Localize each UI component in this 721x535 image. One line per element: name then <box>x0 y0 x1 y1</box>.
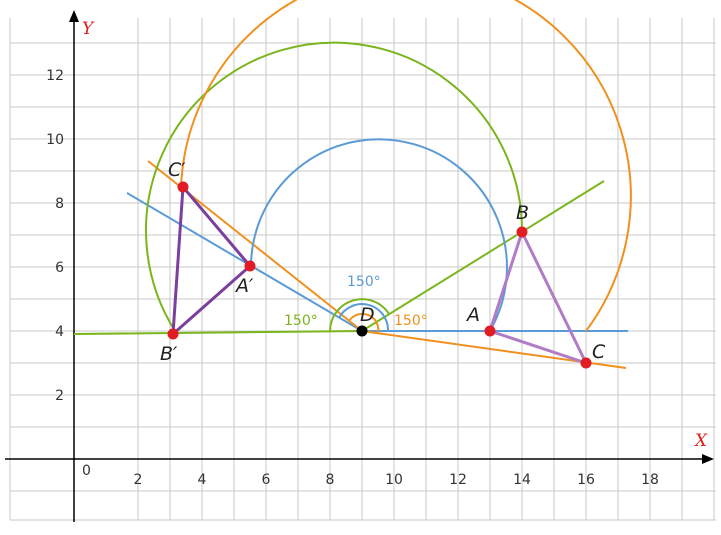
label-D: D <box>360 304 375 326</box>
label-C: C <box>592 341 606 363</box>
label-A-prime: A′ <box>234 275 254 297</box>
x-tick-label: 18 <box>641 472 659 488</box>
x-tick-label: 8 <box>326 472 335 488</box>
points <box>167 181 592 369</box>
y-axis-label: Y <box>82 19 95 39</box>
x-axis-label: X <box>693 431 708 451</box>
triangle-A-prime-B-prime-C-prime <box>171 185 252 336</box>
arc-C-to-C-prime <box>180 0 632 332</box>
y-tick-label: 4 <box>55 324 64 340</box>
arc-B-to-B-prime <box>145 41 524 332</box>
ray-DB <box>361 180 605 332</box>
y-tick-label: 8 <box>55 196 64 212</box>
point-A <box>484 325 496 337</box>
point-labels: A B C D A′ B′ C′ <box>160 159 606 365</box>
label-B-prime: B′ <box>160 343 178 365</box>
origin-label: 0 <box>82 463 91 479</box>
angle-marks <box>329 298 390 334</box>
label-C-prime: C′ <box>168 159 186 181</box>
y-tick-label: 10 <box>46 132 64 148</box>
angle-label-blue: 150° <box>347 274 381 290</box>
tick-labels: 0 2 4 6 8 10 12 14 16 18 2 4 6 8 10 12 X… <box>46 19 708 488</box>
x-tick-label: 2 <box>134 472 143 488</box>
angle-mark-green <box>329 298 390 332</box>
x-tick-label: 10 <box>385 472 403 488</box>
ray-DA-prime <box>126 192 363 332</box>
ray-DB-prime <box>73 330 363 335</box>
angle-label-green: 150° <box>284 313 318 329</box>
point-A-prime <box>244 260 256 272</box>
y-tick-label: 12 <box>46 68 64 84</box>
triangle-ABC <box>488 230 588 365</box>
arc-A-to-A-prime <box>250 138 508 332</box>
x-tick-label: 14 <box>513 472 531 488</box>
y-axis-arrow-icon <box>69 10 79 22</box>
point-B-prime <box>167 328 179 340</box>
y-tick-label: 2 <box>55 388 64 404</box>
x-tick-label: 16 <box>577 472 595 488</box>
grid <box>9 18 716 521</box>
point-B <box>516 226 528 238</box>
x-tick-label: 12 <box>449 472 467 488</box>
rays <box>73 160 628 369</box>
axes <box>5 10 714 522</box>
angle-mark-orange <box>348 312 380 334</box>
point-C <box>580 357 592 369</box>
center-point-D <box>356 325 368 337</box>
x-tick-label: 6 <box>262 472 271 488</box>
x-axis-arrow-icon <box>702 454 714 464</box>
x-tick-label: 4 <box>198 472 207 488</box>
rotation-arcs <box>145 0 632 332</box>
label-B: B <box>516 202 529 224</box>
label-A: A <box>465 304 480 326</box>
angle-label-orange: 150° <box>394 313 428 329</box>
y-tick-label: 6 <box>55 260 64 276</box>
point-C-prime <box>177 181 189 193</box>
angle-mark-blue <box>338 303 390 332</box>
